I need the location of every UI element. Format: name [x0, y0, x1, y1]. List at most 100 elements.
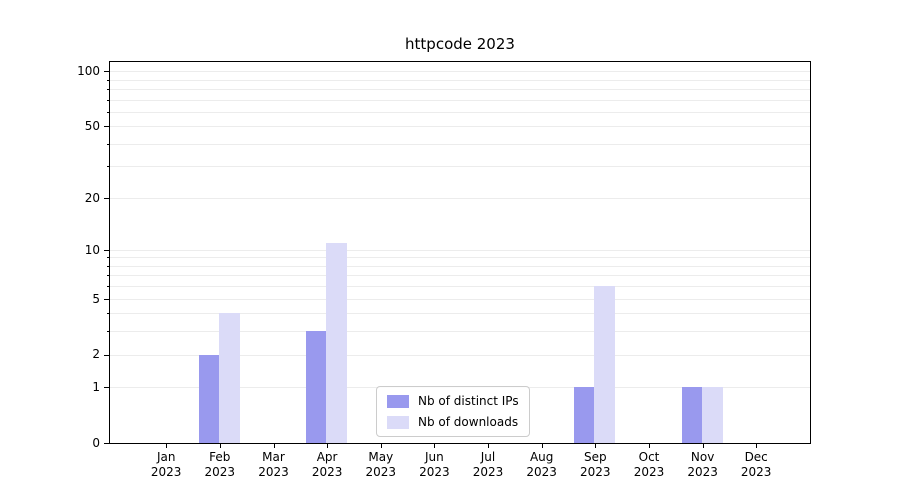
y-tick-mark [107, 275, 110, 277]
gridline [110, 354, 810, 356]
x-tick-year: 2023 [580, 465, 611, 479]
x-tick-month: May [368, 450, 394, 464]
y-tick-mark [107, 265, 110, 267]
x-tick-label-nov: Nov 2023 [676, 450, 730, 480]
y-tick-label: 100 [77, 64, 100, 79]
x-tick-month: Oct [638, 450, 660, 464]
legend-label-distinct-ips: Nb of distinct IPs [418, 394, 519, 408]
bar-distinct-ips-nov [681, 387, 702, 443]
gridline [110, 249, 810, 251]
x-tick-label-jan: Jan 2023 [139, 450, 193, 480]
x-tick-month: Nov [690, 450, 715, 464]
y-tick-label: 20 [84, 190, 100, 205]
x-tick-month: Apr [316, 450, 338, 464]
x-tick-label-aug: Aug 2023 [515, 450, 569, 480]
x-tick-year: 2023 [419, 465, 450, 479]
x-tick-month: Feb [209, 450, 231, 464]
y-tick-mark [107, 331, 110, 333]
legend: Nb of distinct IPs Nb of downloads [376, 386, 530, 437]
x-tick-year: 2023 [258, 465, 289, 479]
x-tick-label-may: May 2023 [354, 450, 408, 480]
x-tick-mark [649, 443, 650, 448]
legend-swatch-distinct-ips [387, 394, 409, 408]
bar-distinct-ips-sep [574, 387, 595, 443]
y-tick-mark [107, 99, 110, 101]
x-tick-mark [702, 443, 704, 448]
x-tick-year: 2023 [365, 465, 397, 479]
gridline [110, 257, 810, 259]
x-tick-month: Jul [480, 450, 496, 464]
y-tick-mark [104, 71, 110, 72]
bar-downloads-apr [326, 242, 348, 443]
gridline [110, 99, 810, 101]
bar-downloads-nov [701, 387, 723, 443]
y-tick-mark [104, 197, 110, 199]
x-tick-label-jul: Jul 2023 [461, 450, 515, 480]
y-tick-mark [107, 79, 110, 81]
x-tick-label-oct: Oct 2023 [622, 450, 676, 480]
y-tick-mark [104, 298, 110, 300]
gridline [110, 313, 810, 315]
gridline [110, 111, 810, 113]
x-tick-year: 2023 [740, 465, 772, 479]
plot-area: Nb of distinct IPs Nb of downloads [109, 61, 811, 444]
x-tick-mark [380, 443, 382, 448]
gridline [110, 143, 810, 145]
bar-distinct-ips-feb [198, 354, 219, 443]
y-tick-mark [104, 387, 110, 389]
x-tick-year: 2023 [687, 465, 718, 479]
y-tick-mark [107, 257, 110, 259]
x-tick-mark [219, 443, 221, 448]
x-tick-label-jun: Jun 2023 [407, 450, 461, 480]
bar-downloads-sep [594, 286, 616, 443]
x-tick-mark [541, 443, 543, 448]
y-tick-mark [107, 313, 110, 315]
y-tick-label: 0 [92, 436, 100, 450]
x-tick-mark [434, 443, 436, 448]
x-tick-mark [327, 443, 329, 448]
x-tick-year: 2023 [526, 465, 557, 479]
gridline [110, 88, 810, 90]
legend-item-downloads: Nb of downloads [387, 415, 519, 429]
x-tick-month: Dec [744, 450, 768, 464]
gridline [110, 275, 810, 277]
x-tick-label-feb: Feb 2023 [193, 450, 247, 480]
chart-title: httpcode 2023 [405, 35, 515, 53]
x-tick-month: Sep [583, 450, 607, 464]
gridline [110, 126, 810, 128]
gridline [110, 197, 810, 199]
y-tick-label: 5 [92, 291, 100, 306]
x-tick-month: Aug [529, 450, 554, 464]
x-tick-label-apr: Apr 2023 [300, 450, 354, 480]
y-tick-label: 10 [84, 242, 100, 257]
bar-downloads-feb [218, 313, 240, 443]
x-tick-mark [488, 443, 489, 448]
bar-distinct-ips-apr [306, 331, 327, 443]
x-tick-month: Jan [156, 450, 176, 464]
y-tick-label: 1 [92, 380, 100, 395]
x-tick-year: 2023 [311, 465, 343, 479]
x-tick-label-mar: Mar 2023 [247, 450, 301, 480]
x-tick-month: Jun [425, 450, 444, 464]
gridline [110, 71, 810, 72]
y-tick-mark [107, 286, 110, 288]
legend-swatch-downloads [387, 415, 409, 429]
legend-label-downloads: Nb of downloads [418, 415, 519, 429]
x-tick-year: 2023 [633, 465, 665, 479]
x-tick-mark [756, 443, 758, 448]
gridline [110, 166, 810, 168]
gridline [110, 286, 810, 288]
x-tick-month: Mar [262, 450, 285, 464]
y-tick-label: 50 [84, 119, 100, 134]
y-tick-mark [104, 443, 110, 444]
x-tick-mark [166, 443, 168, 448]
y-tick-mark [107, 143, 110, 145]
x-tick-year: 2023 [150, 465, 182, 479]
x-tick-label-dec: Dec 2023 [729, 450, 783, 480]
gridline [110, 79, 810, 81]
y-tick-mark [104, 126, 110, 128]
y-tick-mark [107, 111, 110, 113]
y-tick-mark [107, 166, 110, 168]
x-tick-mark [273, 443, 275, 448]
